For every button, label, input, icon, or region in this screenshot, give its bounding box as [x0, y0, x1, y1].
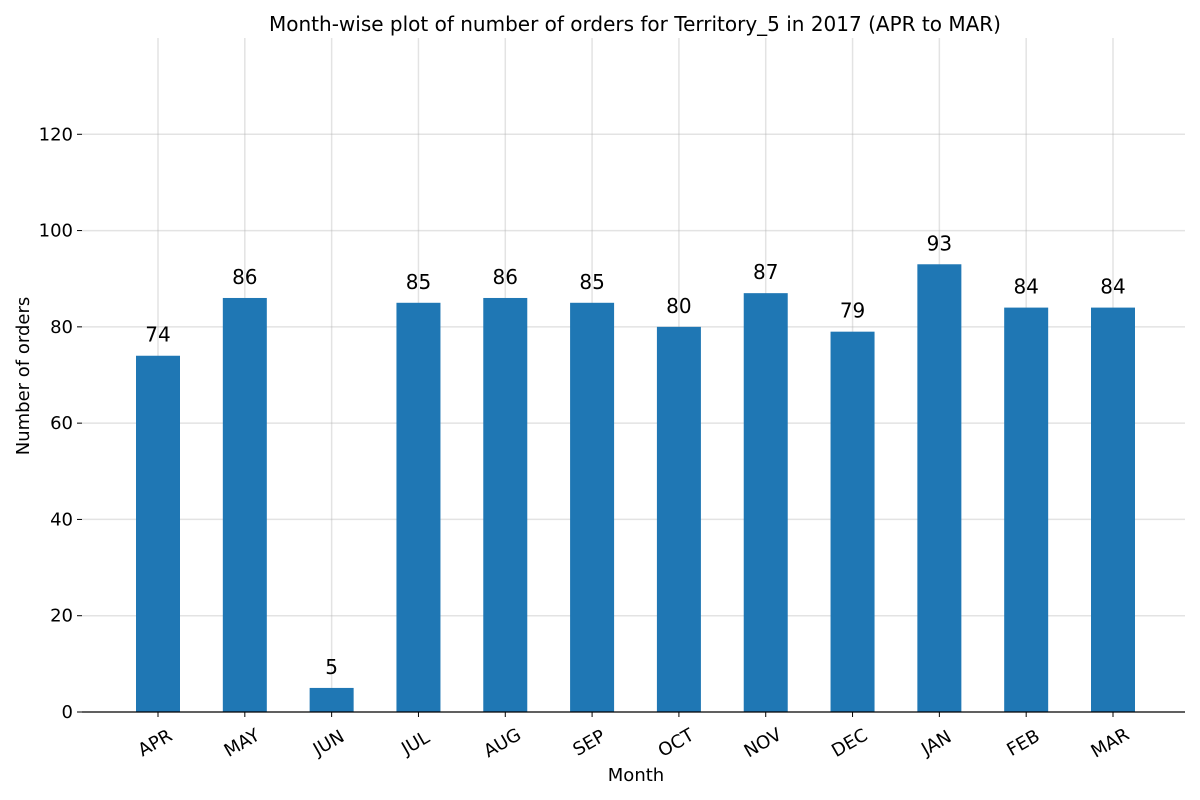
data-label: 93 — [927, 231, 952, 255]
data-label: 84 — [1013, 275, 1038, 299]
data-label: 87 — [753, 260, 778, 284]
chart-title: Month-wise plot of number of orders for … — [269, 12, 1001, 36]
x-tick-label: MAR — [1088, 724, 1133, 762]
data-label: 74 — [145, 323, 170, 347]
x-tick-label: APR — [135, 725, 176, 761]
x-tick-label: AUG — [480, 724, 525, 762]
x-tick-label: SEP — [570, 726, 610, 761]
bar-jun — [309, 687, 354, 712]
bar-aug — [483, 297, 528, 712]
bar-jan — [917, 264, 962, 712]
data-label: 79 — [840, 299, 865, 323]
y-tick-label: 80 — [50, 317, 73, 338]
bar-sep — [570, 302, 615, 712]
data-label: 5 — [325, 655, 338, 679]
bar-dec — [830, 331, 875, 712]
bar-jul — [396, 302, 441, 712]
data-labels: 74 86 5 85 86 85 80 87 79 93 84 84 — [145, 231, 1125, 679]
y-tick-label: 0 — [62, 702, 73, 723]
y-tick-label: 120 — [39, 124, 73, 145]
data-label: 85 — [406, 270, 431, 294]
data-label: 84 — [1100, 275, 1125, 299]
x-tick-label: MAY — [221, 724, 265, 761]
x-axis: APR MAY JUN JUL AUG SEP OCT NOV DEC JAN FEB MAR — [82, 711, 1185, 762]
x-tick-label: DEC — [828, 725, 871, 762]
x-tick-label: FEB — [1003, 726, 1043, 761]
bar-may — [222, 297, 267, 712]
x-axis-label: Month — [608, 765, 664, 786]
data-label: 86 — [232, 265, 257, 289]
bar-mar — [1091, 307, 1135, 712]
data-label: 80 — [666, 294, 691, 318]
y-tick-label: 40 — [50, 509, 73, 530]
bar-nov — [743, 293, 788, 712]
y-tick-label: 20 — [50, 606, 73, 627]
x-tick-label: JAN — [917, 726, 955, 760]
bars — [136, 264, 1135, 712]
y-axis-label: Number of orders — [13, 297, 34, 455]
bar-oct — [656, 326, 701, 712]
data-label: 86 — [493, 265, 518, 289]
x-tick-label: NOV — [741, 724, 786, 762]
data-label: 85 — [579, 270, 604, 294]
y-tick-label: 100 — [39, 221, 73, 242]
x-tick-label: JUL — [397, 727, 433, 760]
bar-feb — [1004, 307, 1049, 712]
y-tick-label: 60 — [50, 413, 73, 434]
x-tick-label: JUN — [309, 726, 348, 761]
y-axis: 0 20 40 60 80 100 120 — [39, 124, 82, 723]
x-tick-label: OCT — [655, 724, 699, 762]
bar-apr — [136, 355, 180, 712]
